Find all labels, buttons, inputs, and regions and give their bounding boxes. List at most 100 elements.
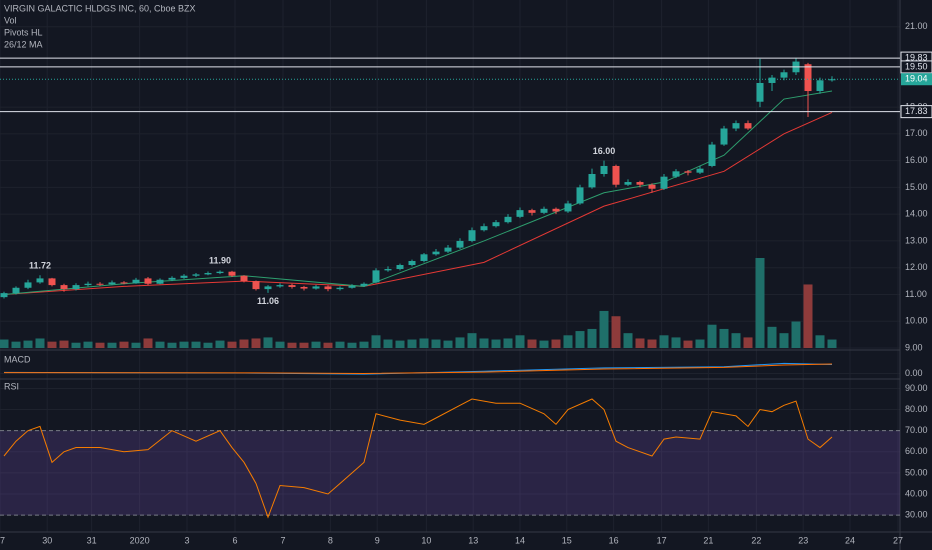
- candle-body: [732, 123, 740, 129]
- candle-body: [432, 251, 440, 255]
- candle-body: [192, 274, 200, 276]
- x-tick-label: 21: [703, 535, 713, 545]
- volume-bar: [575, 331, 585, 348]
- candle-body: [264, 286, 272, 290]
- y-tick-label: 13.00: [905, 235, 928, 245]
- volume-bar: [707, 324, 717, 348]
- last-price-tag: [901, 73, 932, 86]
- candle-body: [372, 270, 380, 283]
- volume-bar: [71, 342, 81, 348]
- volume-bar: [203, 342, 213, 348]
- candle-body: [696, 168, 704, 173]
- volume-bar: [719, 328, 729, 348]
- pivot-label: 11.06: [257, 296, 279, 306]
- volume-bar: [815, 335, 825, 348]
- candle-body: [780, 72, 788, 78]
- candle-body: [552, 208, 560, 212]
- x-tick-label: 3: [184, 535, 189, 545]
- volume-bar: [623, 333, 633, 348]
- candle-body: [624, 182, 632, 185]
- x-tick-label: 15: [562, 535, 572, 545]
- candle-body: [36, 278, 44, 283]
- volume-bar: [251, 338, 261, 348]
- candle-body: [564, 203, 572, 212]
- volume-bar: [659, 335, 669, 348]
- y-tick-label: 14.00: [905, 209, 928, 219]
- volume-bar: [311, 341, 321, 348]
- candle-body: [72, 285, 80, 290]
- x-tick-label: 10: [421, 535, 431, 545]
- volume-bar: [179, 341, 189, 348]
- volume-bar: [611, 316, 621, 348]
- volume-bar: [467, 333, 477, 348]
- x-tick-label: 14: [515, 535, 525, 545]
- candle-body: [0, 293, 8, 298]
- volume-bar: [431, 339, 441, 348]
- symbol-title: VIRGIN GALACTIC HLDGS INC, 60, Cboe BZX: [4, 3, 196, 13]
- candle-body: [300, 286, 308, 289]
- volume-bar: [371, 335, 381, 348]
- candle-body: [228, 271, 236, 276]
- volume-bar: [539, 340, 549, 348]
- candle-body: [576, 187, 584, 204]
- y-tick-label: 15.00: [905, 182, 928, 192]
- volume-bar: [683, 340, 693, 348]
- candle-body: [288, 285, 296, 287]
- candle-body: [828, 79, 836, 81]
- volume-bar: [347, 342, 357, 348]
- candle-body: [144, 278, 152, 284]
- candle-body: [108, 282, 116, 285]
- candle-body: [744, 123, 752, 129]
- x-tick-label: 9: [375, 535, 380, 545]
- volume-bar: [695, 339, 705, 348]
- volume-bar: [395, 340, 405, 348]
- x-tick-label: 31: [87, 535, 97, 545]
- volume-bar: [143, 338, 153, 348]
- x-tick-label: 16: [609, 535, 619, 545]
- volume-bar: [587, 328, 597, 348]
- volume-bar: [527, 339, 537, 348]
- candle-body: [456, 240, 464, 248]
- pivot-label: 16.00: [593, 146, 616, 156]
- volume-bar: [755, 258, 765, 348]
- volume-bar: [515, 335, 525, 348]
- pane-title: RSI: [4, 381, 19, 391]
- x-tick-label: 17: [657, 535, 667, 545]
- x-tick-label: 27: [0, 535, 5, 545]
- candle-body: [120, 282, 128, 284]
- x-tick-label: 30: [42, 535, 52, 545]
- volume-bar: [551, 339, 561, 348]
- volume-bar: [647, 339, 657, 348]
- candle-body: [132, 279, 140, 284]
- volume-bar: [35, 338, 45, 348]
- y-tick-label: 80.00: [905, 404, 928, 414]
- y-tick-label: 70.00: [905, 425, 928, 435]
- y-tick-label: 9.00: [905, 342, 923, 352]
- volume-bar: [803, 284, 813, 348]
- candle-body: [180, 275, 188, 278]
- candle-body: [96, 283, 104, 285]
- candle-body: [24, 282, 32, 288]
- candle-body: [252, 281, 260, 290]
- x-tick-label: 7: [280, 535, 285, 545]
- candle-body: [396, 265, 404, 270]
- candle-body: [168, 277, 176, 280]
- volume-bar: [491, 339, 501, 348]
- volume-bar: [635, 338, 645, 348]
- y-tick-label: 21.00: [905, 21, 928, 31]
- volume-bar: [191, 341, 201, 348]
- x-tick-label: 2020: [130, 535, 150, 545]
- volume-bar: [107, 342, 117, 348]
- candle-body: [648, 184, 656, 189]
- candle-body: [480, 226, 488, 231]
- candle-body: [384, 269, 392, 271]
- volume-bar: [95, 342, 105, 348]
- candle-body: [504, 216, 512, 223]
- volume-bar: [419, 338, 429, 348]
- pivot-label: 11.90: [209, 256, 231, 266]
- volume-bar: [155, 341, 165, 348]
- candle-body: [312, 286, 320, 289]
- volume-bar: [359, 341, 369, 348]
- x-tick-label: 27: [893, 535, 903, 545]
